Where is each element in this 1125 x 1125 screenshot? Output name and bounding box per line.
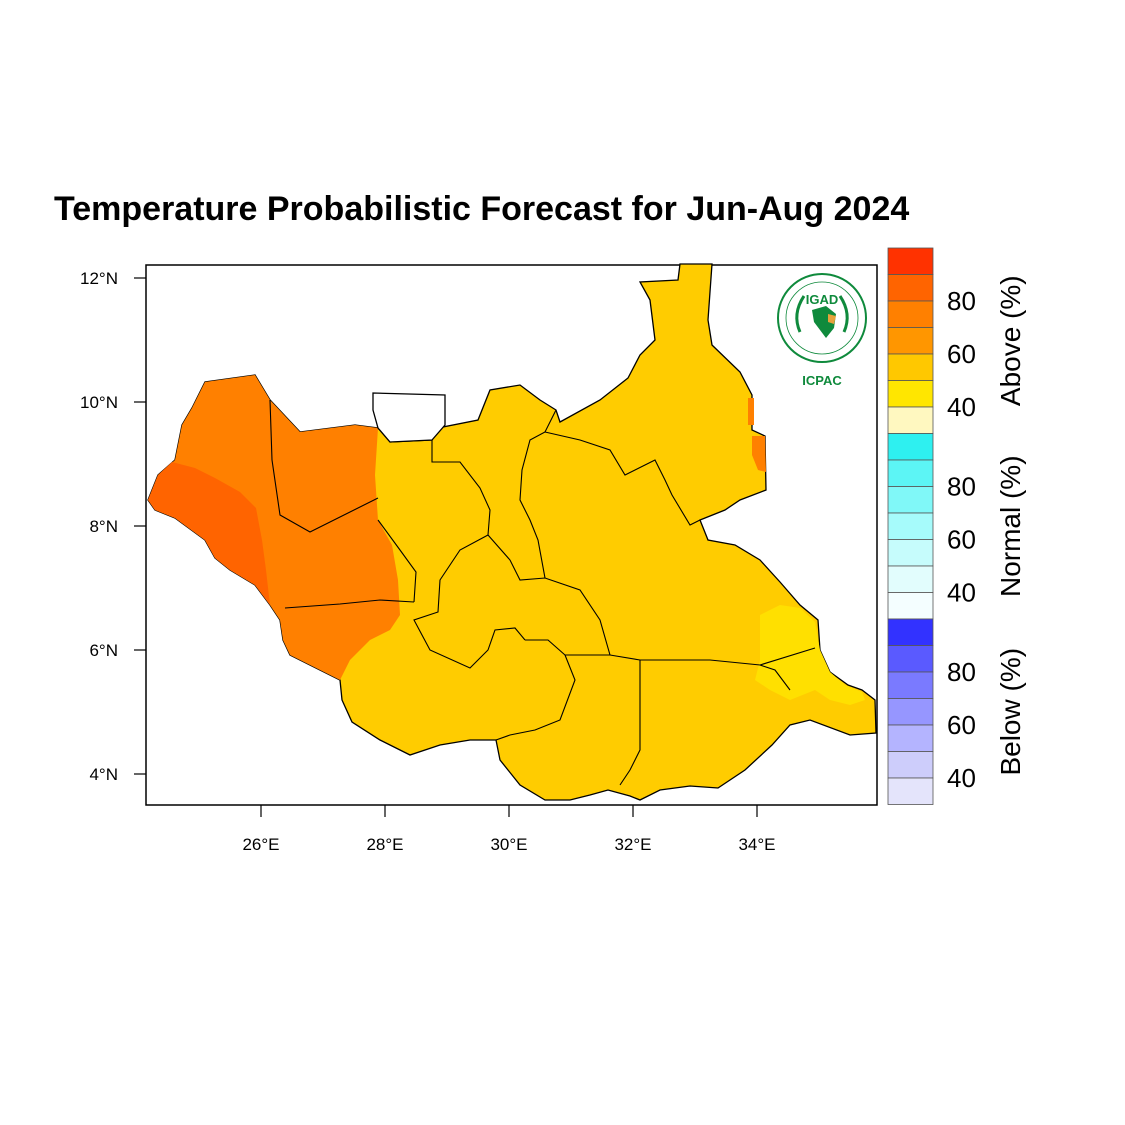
legend-swatch bbox=[887, 247, 934, 275]
lon-tick-label: 26°E bbox=[242, 835, 279, 854]
above-70-80-region bbox=[148, 462, 270, 605]
lat-tick-label: 12°N bbox=[80, 269, 118, 288]
chart-title: Temperature Probabilistic Forecast for J… bbox=[54, 190, 910, 228]
no-data-patch bbox=[372, 392, 446, 443]
legend-tick-label: 40 bbox=[947, 763, 976, 793]
lat-tick-label: 6°N bbox=[89, 641, 118, 660]
legend-tick-label: 40 bbox=[947, 578, 976, 608]
legend-swatch bbox=[887, 751, 934, 779]
legend-swatch bbox=[887, 380, 934, 408]
lat-tick-label: 8°N bbox=[89, 517, 118, 536]
legend-swatch bbox=[887, 698, 934, 726]
legend-swatch bbox=[887, 486, 934, 514]
lon-tick-label: 32°E bbox=[614, 835, 651, 854]
legend-swatch bbox=[887, 618, 934, 646]
legend-tick-label: 60 bbox=[947, 710, 976, 740]
legend-swatch bbox=[887, 274, 934, 302]
lat-tick-label: 4°N bbox=[89, 765, 118, 784]
legend-swatch bbox=[887, 724, 934, 752]
legend-swatch bbox=[887, 353, 934, 381]
lon-tick-label: 28°E bbox=[366, 835, 403, 854]
legend-swatch bbox=[887, 512, 934, 540]
legend-tick-label: 80 bbox=[947, 472, 976, 502]
logo-top-text: IGAD bbox=[806, 292, 839, 307]
legend-swatch bbox=[887, 592, 934, 620]
legend-swatch bbox=[887, 565, 934, 593]
above-60-70-east-patch bbox=[748, 398, 766, 472]
legend-tick-label: 40 bbox=[947, 392, 976, 422]
legend-tick-label: 60 bbox=[947, 339, 976, 369]
state-boundaries bbox=[269, 399, 816, 786]
logo-bottom-text: ICPAC bbox=[802, 373, 842, 388]
axis-ticks bbox=[134, 277, 758, 817]
lat-tick-label: 10°N bbox=[80, 393, 118, 412]
legend-category-label: Normal (%) bbox=[995, 455, 1026, 597]
legend-swatch bbox=[887, 300, 934, 328]
lon-tick-label: 30°E bbox=[490, 835, 527, 854]
legend-swatch bbox=[887, 539, 934, 567]
lon-tick-label: 34°E bbox=[738, 835, 775, 854]
igad-icpac-logo: IGAD ICPAC bbox=[777, 273, 867, 388]
legend-swatch bbox=[887, 433, 934, 461]
legend-swatch bbox=[887, 671, 934, 699]
legend-swatch bbox=[887, 406, 934, 434]
map-panel: 26°E 28°E 30°E 32°E 34°E 12°N 10°N 8°N 6… bbox=[80, 263, 878, 854]
legend-tick-label: 60 bbox=[947, 525, 976, 555]
legend-swatch bbox=[887, 645, 934, 673]
legend-swatch bbox=[887, 777, 934, 805]
legend-tick-label: 80 bbox=[947, 286, 976, 316]
legend-swatch bbox=[887, 459, 934, 487]
legend-category-label: Below (%) bbox=[995, 648, 1026, 776]
legend-swatch bbox=[887, 327, 934, 355]
legend-tick-label: 80 bbox=[947, 657, 976, 687]
probability-legend: 80 60 40 Above (%) 80 60 40 Normal (%) 80 60 40 Bel… bbox=[887, 247, 1026, 805]
legend-category-label: Above (%) bbox=[995, 275, 1026, 406]
